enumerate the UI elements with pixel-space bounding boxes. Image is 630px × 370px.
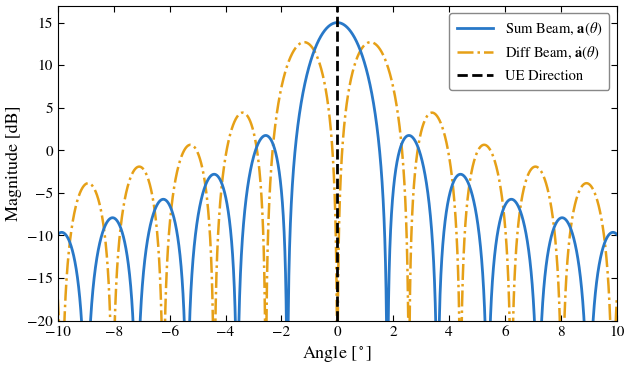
Diff Beam, $\dot{\mathbf{a}}(\theta)$ [498, 196, 506, 201]
Diff Beam, $\dot{\mathbf{a}}(\theta)$ [54, 297, 62, 302]
X-axis label: Angle [$^\circ$]: Angle [$^\circ$] [302, 344, 372, 364]
Sum Beam, $\mathbf{a}(\theta)$ [410, 136, 417, 140]
Sum Beam, $\mathbf{a}(\theta)$ [498, 211, 506, 215]
Diff Beam, $\dot{\mathbf{a}}(\theta)$ [256, 178, 264, 182]
Diff Beam, $\dot{\mathbf{a}}(\theta)$ [469, 166, 476, 170]
Sum Beam, $\mathbf{a}(\theta)$ [256, 137, 264, 142]
Diff Beam, $\dot{\mathbf{a}}(\theta)$ [410, 195, 417, 200]
Sum Beam, $\mathbf{a}(\theta)$ [83, 336, 90, 340]
Sum Beam, $\mathbf{a}(\theta)$ [469, 193, 476, 198]
Diff Beam, $\dot{\mathbf{a}}(\theta)$ [83, 182, 90, 186]
Line: Sum Beam, $\mathbf{a}(\theta)$: Sum Beam, $\mathbf{a}(\theta)$ [58, 23, 617, 338]
Diff Beam, $\dot{\mathbf{a}}(\theta)$ [613, 297, 621, 302]
Legend: Sum Beam, $\mathbf{a}(\theta)$, Diff Beam, $\dot{\mathbf{a}}(\theta)$, UE Direct: Sum Beam, $\mathbf{a}(\theta)$, Diff Bea… [449, 13, 609, 90]
Line: Diff Beam, $\dot{\mathbf{a}}(\theta)$: Diff Beam, $\dot{\mathbf{a}}(\theta)$ [58, 42, 617, 338]
Sum Beam, $\mathbf{a}(\theta)$ [333, 20, 341, 25]
UE Direction [333, 139, 341, 144]
Sum Beam, $\mathbf{a}(\theta)$ [54, 232, 62, 236]
Diff Beam, $\dot{\mathbf{a}}(\theta)$ [55, 336, 63, 340]
Diff Beam, $\dot{\mathbf{a}}(\theta)$ [301, 40, 308, 44]
Sum Beam, $\mathbf{a}(\theta)$ [385, 290, 392, 294]
Diff Beam, $\dot{\mathbf{a}}(\theta)$ [385, 67, 392, 72]
Y-axis label: Magnitude [dB]: Magnitude [dB] [6, 105, 21, 221]
Sum Beam, $\mathbf{a}(\theta)$ [79, 336, 86, 340]
UE Direction [333, 148, 341, 152]
Sum Beam, $\mathbf{a}(\theta)$ [613, 232, 621, 236]
